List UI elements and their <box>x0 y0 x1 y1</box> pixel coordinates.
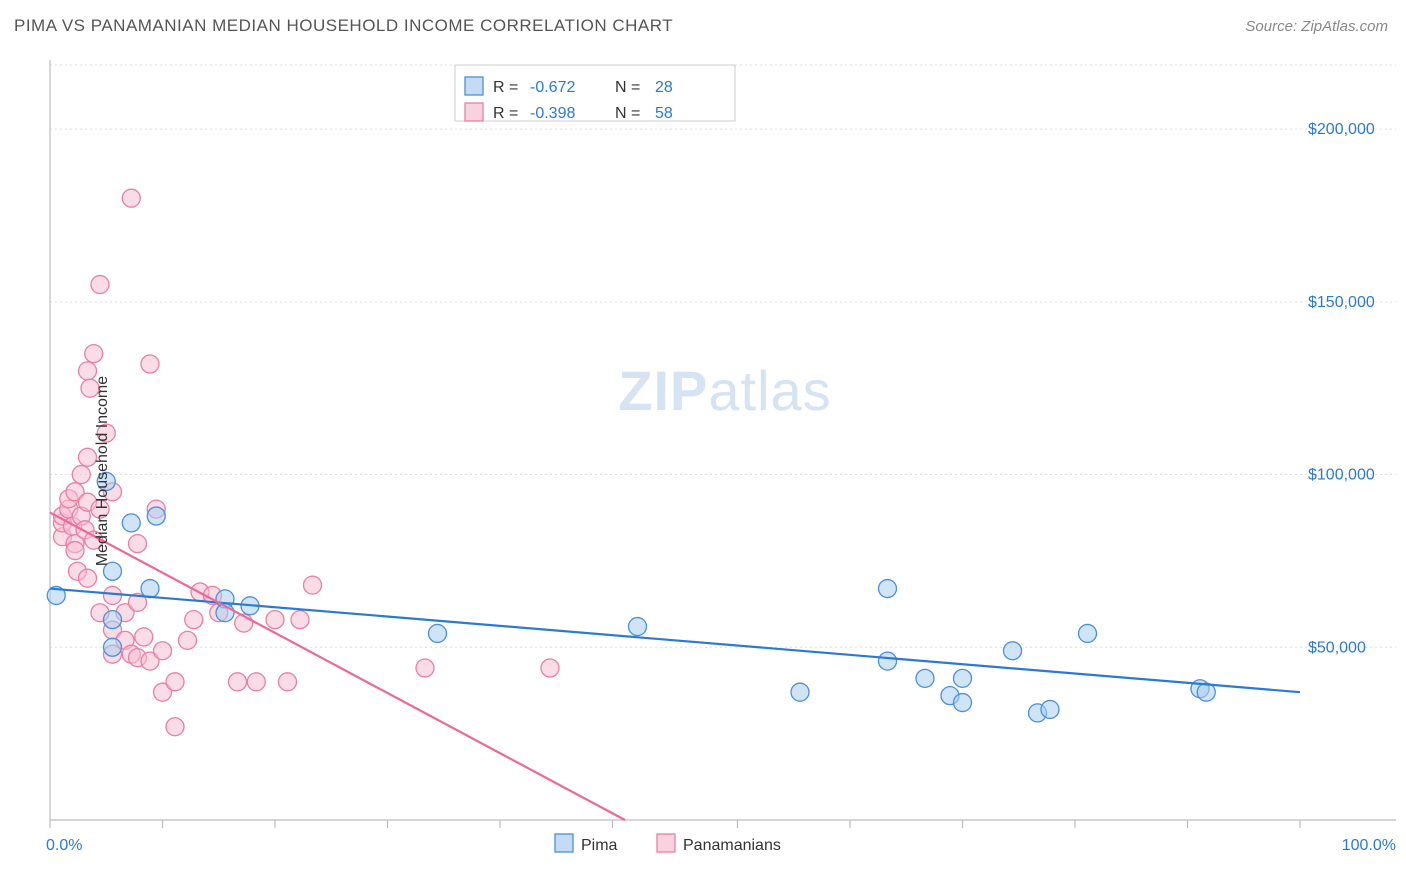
y-tick-label: $100,000 <box>1308 467 1375 484</box>
legend-n-label: N = <box>615 79 640 96</box>
legend-swatch <box>465 103 483 121</box>
watermark: ZIPatlas <box>618 359 831 422</box>
y-tick-label: $50,000 <box>1308 639 1366 656</box>
legend-n-value: 58 <box>655 105 673 122</box>
data-point <box>429 624 447 642</box>
data-point <box>122 189 140 207</box>
data-point <box>135 628 153 646</box>
chart-title: PIMA VS PANAMANIAN MEDIAN HOUSEHOLD INCO… <box>14 16 673 36</box>
data-point <box>879 652 897 670</box>
data-point <box>229 673 247 691</box>
legend-r-value: -0.398 <box>530 105 575 122</box>
data-point <box>954 669 972 687</box>
data-point <box>916 669 934 687</box>
source-value: ZipAtlas.com <box>1301 18 1388 35</box>
source-label: Source: <box>1245 18 1297 35</box>
y-tick-label: $200,000 <box>1308 121 1375 138</box>
bottom-legend-label: Pima <box>581 837 618 854</box>
data-point <box>141 580 159 598</box>
data-point <box>104 586 122 604</box>
scatter-chart: ZIPatlas $50,000 $100,000 $150,000 $200,000 0… <box>0 50 1406 892</box>
y-tick-label: $150,000 <box>1308 294 1375 311</box>
data-point <box>879 580 897 598</box>
data-point <box>179 631 197 649</box>
data-point <box>266 611 284 629</box>
data-point <box>85 345 103 363</box>
data-point <box>791 683 809 701</box>
data-point <box>304 576 322 594</box>
data-point <box>954 694 972 712</box>
data-point <box>1079 624 1097 642</box>
legend-swatch <box>465 77 483 95</box>
data-point <box>154 642 172 660</box>
bottom-legend-label: Panamanians <box>683 837 781 854</box>
data-point <box>104 638 122 656</box>
legend-r-value: -0.672 <box>530 79 575 96</box>
data-point <box>72 466 90 484</box>
data-point <box>91 276 109 294</box>
data-point <box>166 673 184 691</box>
data-point <box>1041 700 1059 718</box>
data-point <box>129 535 147 553</box>
bottom-legend-swatch <box>555 834 573 852</box>
data-point <box>66 542 84 560</box>
data-point <box>122 514 140 532</box>
data-point <box>541 659 559 677</box>
x-axis-max-label: 100.0% <box>1342 837 1396 854</box>
data-point <box>79 569 97 587</box>
x-axis-min-label: 0.0% <box>46 837 82 854</box>
data-point <box>147 507 165 525</box>
data-point <box>279 673 297 691</box>
plot-container: Median Household Income ZIPatlas $50,000 $… <box>0 50 1406 892</box>
data-point <box>1004 642 1022 660</box>
data-point <box>185 611 203 629</box>
legend-n-label: N = <box>615 105 640 122</box>
data-point <box>104 611 122 629</box>
data-point <box>166 718 184 736</box>
y-axis-label: Median Household Income <box>94 376 112 566</box>
legend-r-label: R = <box>493 105 518 122</box>
data-point <box>141 355 159 373</box>
legend-n-value: 28 <box>655 79 673 96</box>
data-point <box>247 673 265 691</box>
data-point <box>629 618 647 636</box>
data-point <box>291 611 309 629</box>
bottom-legend-swatch <box>657 834 675 852</box>
source-attribution: Source: ZipAtlas.com <box>1245 18 1388 35</box>
data-point <box>416 659 434 677</box>
legend-r-label: R = <box>493 79 518 96</box>
